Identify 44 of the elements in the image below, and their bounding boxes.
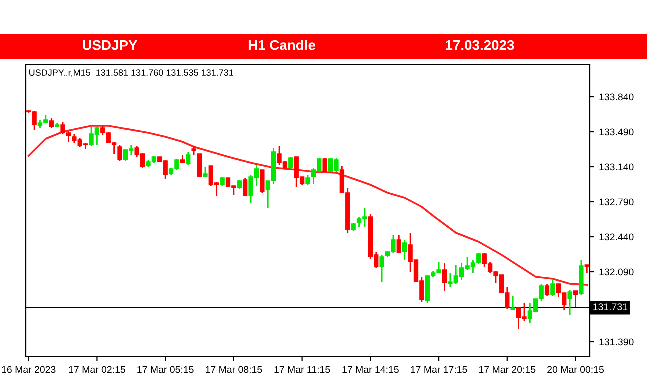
candlestick <box>322 157 328 173</box>
text: 17.03.2023 <box>446 40 514 50</box>
x-tick-label: 17 Mar 11:15 <box>274 366 330 374</box>
y-tick-label: 132.790 <box>600 198 634 206</box>
y-tick-label: 133.840 <box>600 94 634 101</box>
x-tick-label: 17 Mar 17:15 <box>411 366 468 374</box>
x-tick-label: 17 Mar 08:15 <box>206 366 262 374</box>
x-tick-label: 17 Mar 05:15 <box>138 366 194 374</box>
chart-title: USDJPY <box>83 40 138 50</box>
candlestick <box>49 117 54 129</box>
candlestick <box>260 169 265 194</box>
candlestick <box>288 156 294 170</box>
candlestick <box>442 262 448 292</box>
candlestick <box>510 295 516 311</box>
candlestick <box>380 254 384 283</box>
candlestick <box>544 283 550 297</box>
candlestick <box>186 151 191 166</box>
annotation: USDJPY..r,M15 131.581 131.760 131.535 131.731 <box>30 70 234 78</box>
x-tick-label: 20 Mar 00:15 <box>548 366 604 374</box>
candlestick <box>573 290 578 308</box>
candlestick <box>550 279 556 297</box>
chart-subtitle: H1 Candle <box>248 40 316 50</box>
y-tick-label: 132.090 <box>600 268 634 276</box>
candlestick <box>220 176 225 187</box>
candlestick <box>118 144 122 162</box>
line-series <box>28 125 588 286</box>
candlestick <box>242 177 248 197</box>
y-tick-label: 133.140 <box>600 164 634 171</box>
y-tick-label: 132.440 <box>600 234 634 241</box>
y-tick-label: 133.490 <box>600 128 634 136</box>
x-tick-label: 17 Mar 14:15 <box>342 366 399 374</box>
candlestick <box>306 174 310 186</box>
candlestick <box>203 166 208 178</box>
candlestick <box>568 289 572 316</box>
x-tick-label: 16 Mar 2023 <box>2 366 56 374</box>
x-tick-label: 17 Mar 20:15 <box>479 366 536 374</box>
ref-line-label: 131.731 <box>594 304 628 311</box>
x-tick-label: 17 Mar 02:15 <box>69 366 126 374</box>
candlestick <box>192 145 196 156</box>
candlestick <box>402 239 408 261</box>
candlestick <box>197 154 202 178</box>
candlestick <box>237 179 242 190</box>
y-tick-label: 131.390 <box>600 338 634 346</box>
candlestick <box>396 234 402 254</box>
